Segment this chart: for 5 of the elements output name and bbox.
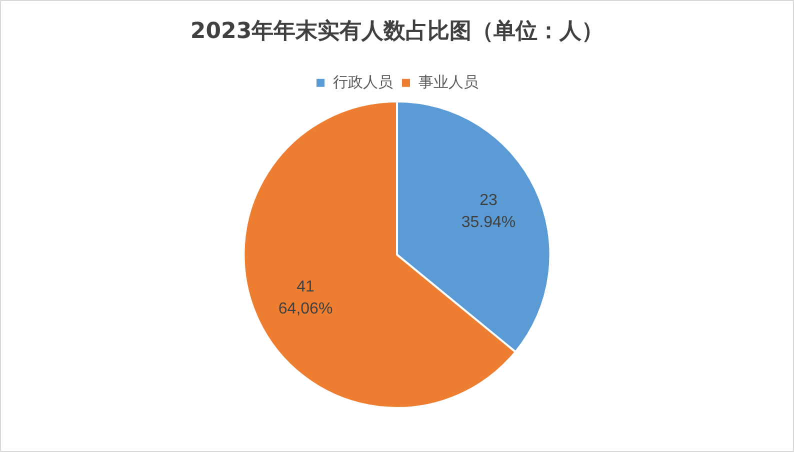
legend-label: 行政人员	[333, 72, 393, 91]
data-label: 41 64,06%	[278, 278, 333, 318]
data-label: 23 35.94%	[461, 192, 516, 231]
legend-label: 事业人员	[418, 72, 478, 91]
chart-title: 2023年年末实有人数占比图（单位：人）	[190, 18, 604, 44]
